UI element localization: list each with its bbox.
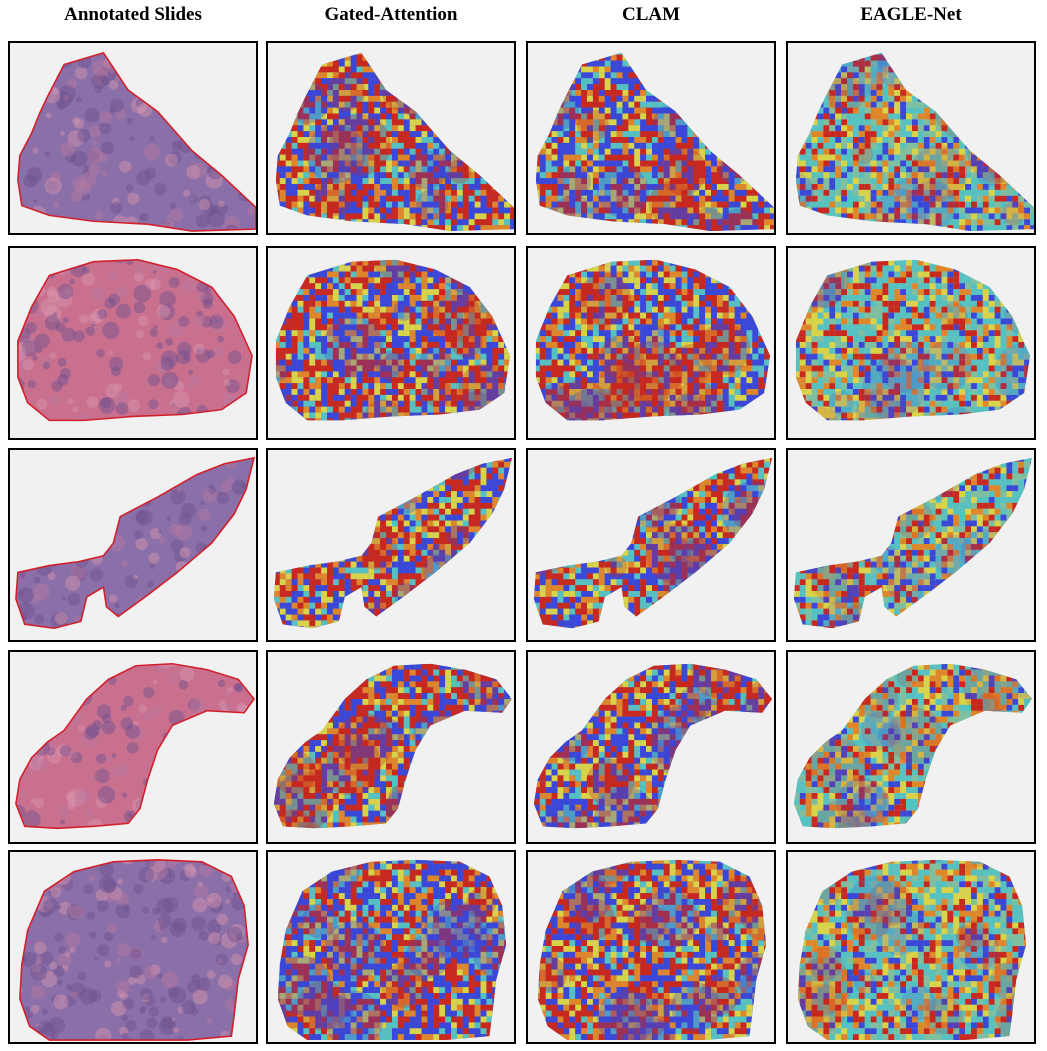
slide-visual (277, 859, 507, 1041)
attention-heatmap-image (786, 650, 1036, 844)
attention-heatmap-image (526, 41, 776, 235)
slide-visual (17, 51, 256, 232)
attention-heatmap-image (266, 246, 516, 440)
attention-heatmap-image (526, 246, 776, 440)
slide-visual (17, 258, 253, 422)
annotated-slide-image (8, 41, 258, 235)
slide-visual (793, 457, 1033, 629)
attention-heatmap-image (526, 850, 776, 1044)
slide-visual (795, 52, 1034, 232)
slide-visual (533, 663, 773, 829)
slide-visual (273, 663, 513, 829)
slide-visual (19, 859, 249, 1041)
slide-visual (273, 457, 513, 629)
slide-visual (535, 259, 771, 421)
slide-visual (15, 456, 256, 630)
slide-visual (797, 859, 1027, 1041)
column-title-ga: Gated-Attention (264, 4, 518, 26)
slide-visual (275, 259, 511, 421)
slide-visual (533, 457, 773, 629)
attention-heatmap-image (266, 650, 516, 844)
column-title-eagle: EAGLE-Net (784, 4, 1038, 26)
attention-heatmap-image (266, 448, 516, 642)
slide-visual (793, 663, 1033, 829)
attention-heatmap-image (786, 850, 1036, 1044)
attention-heatmap-image (786, 41, 1036, 235)
slide-visual (537, 859, 767, 1041)
attention-heatmap-image (786, 246, 1036, 440)
annotated-slide-image (8, 650, 258, 844)
column-title-clam: CLAM (524, 4, 778, 26)
attention-heatmap-image (526, 448, 776, 642)
slide-visual (795, 259, 1031, 421)
attention-heatmap-image (266, 41, 516, 235)
annotated-slide-image (8, 246, 258, 440)
attention-heatmap-image (526, 650, 776, 844)
annotated-slide-image (8, 850, 258, 1044)
attention-heatmap-image (266, 850, 516, 1044)
attention-heatmap-image (786, 448, 1036, 642)
slide-visual (15, 662, 256, 830)
annotated-slide-image (8, 448, 258, 642)
slide-visual (535, 52, 774, 232)
column-title-he: Annotated Slides (6, 4, 260, 26)
slide-visual (275, 52, 514, 232)
